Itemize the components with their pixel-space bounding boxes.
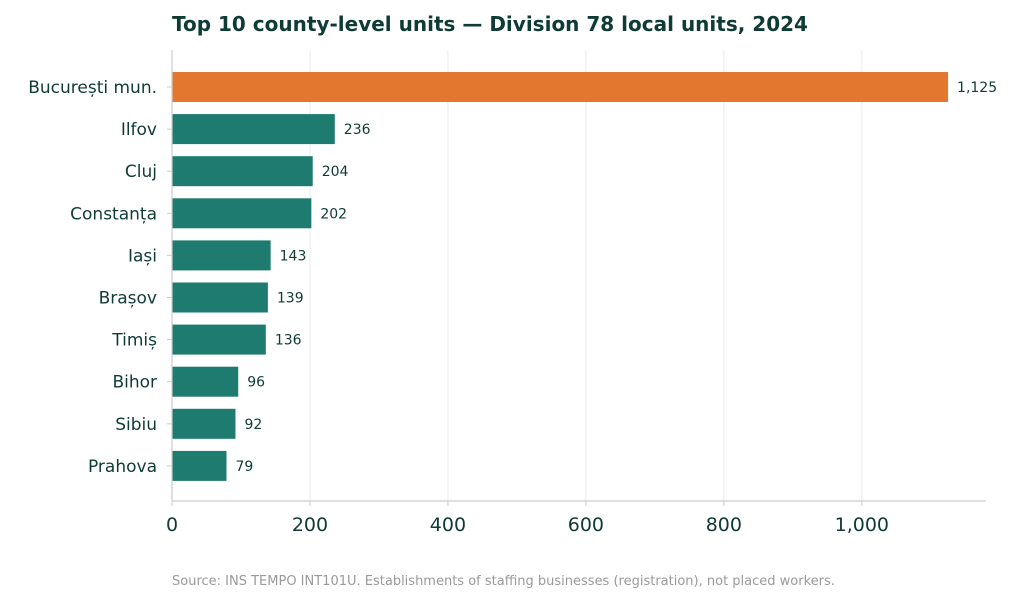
data-label-8: 92	[244, 417, 262, 433]
data-label-6: 136	[275, 333, 302, 349]
x-tick-label-4: 800	[706, 514, 742, 536]
category-label-5: Brașov	[99, 289, 157, 309]
x-tick-label-5: 1,000	[835, 514, 889, 536]
bar-0	[172, 72, 949, 102]
category-label-9: Prahova	[88, 457, 157, 477]
bar-8	[172, 408, 236, 439]
source-note: Source: INS TEMPO INT101U. Establishment…	[172, 574, 835, 589]
category-label-7: Bihor	[112, 373, 157, 393]
data-label-5: 139	[277, 291, 304, 307]
bar-6	[172, 324, 266, 355]
bar-3	[172, 198, 312, 229]
data-label-9: 79	[235, 459, 253, 475]
data-label-0: 1,125	[957, 80, 997, 96]
data-label-1: 236	[344, 122, 371, 138]
bar-5	[172, 282, 268, 313]
bar-1	[172, 114, 335, 145]
labels: 0 200 400 600 800 1,000 București mun. 1,125 Ilf…	[28, 78, 997, 536]
chart-title: Top 10 county-level units — Division 78 …	[172, 12, 808, 36]
category-label-3: Constanța	[70, 204, 157, 224]
x-tick-label-3: 600	[568, 514, 604, 536]
data-label-2: 204	[322, 164, 349, 180]
data-label-3: 202	[320, 206, 347, 222]
data-label-7: 96	[247, 375, 265, 391]
x-tick-label-0: 0	[166, 514, 178, 536]
x-tick-label-1: 200	[292, 514, 328, 536]
x-tick-label-2: 400	[430, 514, 466, 536]
bars	[172, 72, 949, 481]
bar-9	[172, 450, 227, 481]
category-label-0: București mun.	[28, 78, 157, 98]
category-label-2: Cluj	[125, 162, 157, 182]
category-label-6: Timiș	[111, 331, 157, 351]
bar-4	[172, 240, 271, 271]
grid-lines	[309, 50, 863, 501]
category-label-1: Ilfov	[121, 120, 157, 140]
category-label-4: Iași	[128, 246, 157, 266]
data-label-4: 143	[280, 248, 307, 264]
category-label-8: Sibiu	[115, 415, 157, 435]
bar-7	[172, 366, 239, 397]
axes	[167, 50, 986, 506]
bar-2	[172, 156, 313, 187]
